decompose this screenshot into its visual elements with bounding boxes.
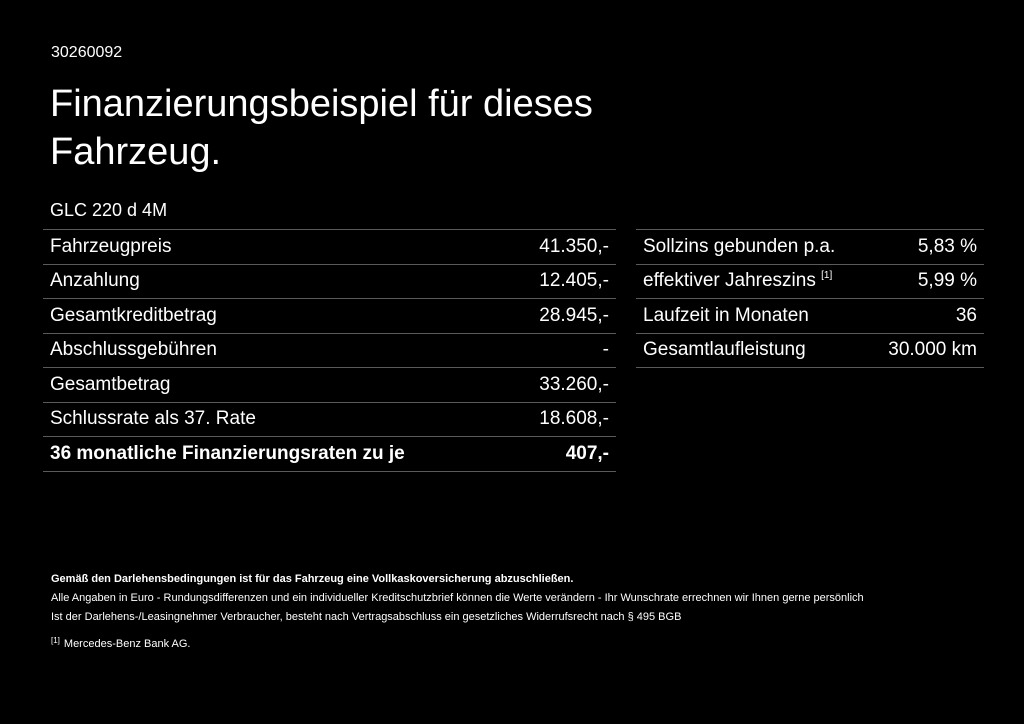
interest-table: Sollzins gebunden p.a. 5,83 % effektiver …	[636, 229, 984, 368]
footnote-mark: [1]	[51, 636, 60, 645]
row-value: 5,83 %	[868, 229, 984, 265]
row-label: Laufzeit in Monaten	[636, 298, 869, 334]
table-row: Gesamtbetrag 33.260,-	[43, 367, 616, 403]
row-value: -	[509, 333, 616, 368]
table-row: Abschlussgebühren -	[43, 333, 616, 368]
row-label: Gesamtkreditbetrag	[43, 298, 510, 334]
offer-number: 30260092	[51, 44, 123, 61]
row-label: Schlussrate als 37. Rate	[43, 402, 510, 437]
page-title: Finanzierungsbeispiel für dieses Fahrzeu…	[50, 83, 593, 173]
row-value: 36	[868, 298, 984, 334]
row-label-cell: effektiver Jahreszins [1]	[636, 264, 869, 299]
table-row: Gesamtkreditbetrag 28.945,-	[43, 298, 616, 334]
row-label: Gesamtlaufleistung	[636, 333, 869, 368]
row-value: 5,99 %	[868, 264, 984, 299]
row-label: Abschlussgebühren	[43, 333, 510, 368]
footnote: [1] Mercedes-Benz Bank AG.	[51, 631, 864, 654]
table-row: Gesamtlaufleistung 30.000 km	[636, 333, 984, 368]
row-value: 33.260,-	[509, 367, 616, 403]
row-label: effektiver Jahreszins	[643, 270, 816, 292]
row-label: Sollzins gebunden p.a.	[636, 229, 869, 265]
footnote-ref: [1]	[821, 270, 833, 282]
financing-table: Fahrzeugpreis 41.350,- Anzahlung 12.405,- …	[43, 229, 616, 472]
footnote-text: Mercedes-Benz Bank AG.	[63, 638, 191, 650]
table-row: effektiver Jahreszins [1] 5,99 %	[636, 264, 984, 299]
row-label: 36 monatliche Finanzierungsraten zu je	[43, 436, 510, 472]
row-label: Gesamtbetrag	[43, 367, 510, 403]
monthly-rate-row: 36 monatliche Finanzierungsraten zu je 40…	[43, 436, 616, 472]
table-row: Laufzeit in Monaten 36	[636, 298, 984, 334]
table-row: Fahrzeugpreis 41.350,-	[43, 229, 616, 265]
table-row: Anzahlung 12.405,-	[43, 264, 616, 299]
row-label: Anzahlung	[43, 264, 510, 299]
note-line: Ist der Darlehens-/Leasingnehmer Verbrau…	[51, 611, 682, 623]
note-line: Alle Angaben in Euro - Rundungsdifferenz…	[51, 592, 864, 604]
table-row: Schlussrate als 37. Rate 18.608,-	[43, 402, 616, 437]
row-value: 18.608,-	[509, 402, 616, 437]
row-value: 28.945,-	[509, 298, 616, 334]
model-name: GLC 220 d 4M	[50, 200, 168, 220]
row-value: 41.350,-	[509, 229, 616, 265]
insurance-note: Gemäß den Darlehensbedingungen ist für d…	[51, 573, 574, 585]
table-row: Sollzins gebunden p.a. 5,83 %	[636, 229, 984, 265]
row-value: 30.000 km	[868, 333, 984, 368]
row-value: 407,-	[509, 436, 616, 472]
row-label: Fahrzeugpreis	[43, 229, 510, 265]
legal-notes: Gemäß den Darlehensbedingungen ist für d…	[51, 570, 864, 654]
row-value: 12.405,-	[509, 264, 616, 299]
